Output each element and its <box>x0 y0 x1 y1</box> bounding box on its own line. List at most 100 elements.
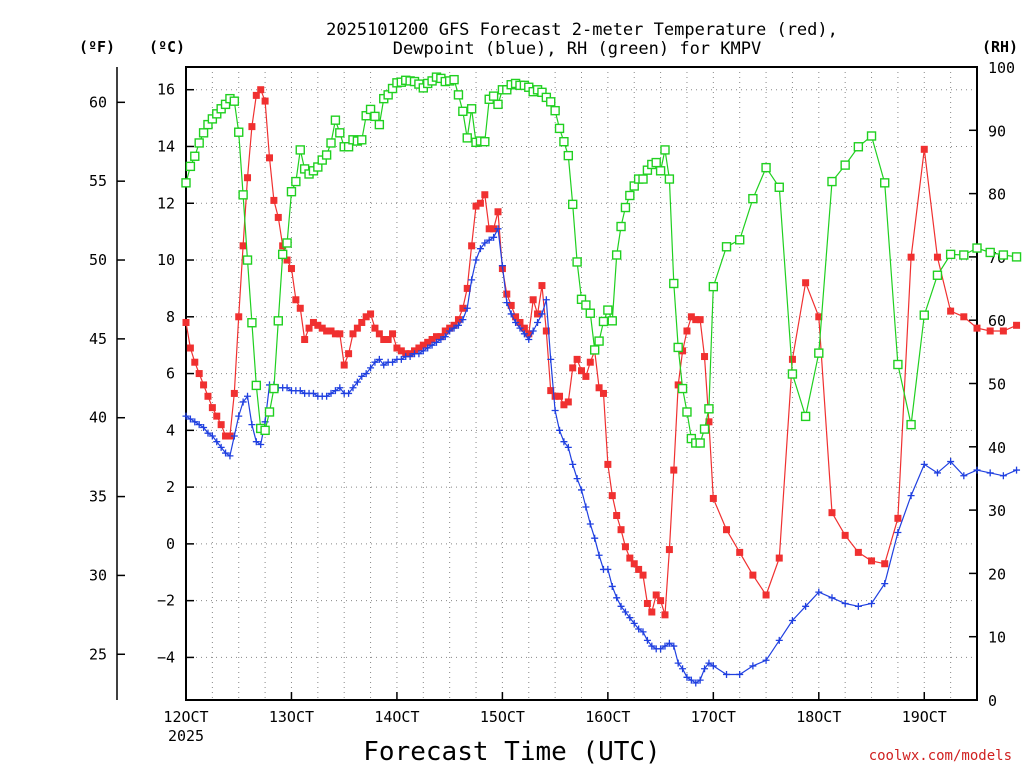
temperature-point <box>973 324 981 332</box>
temperature-point <box>441 327 449 335</box>
temperature-point <box>226 432 234 440</box>
dewpoint-point <box>450 324 458 332</box>
rh-point <box>568 199 578 210</box>
dewpoint-point <box>679 665 687 673</box>
x-tick-label: 14OCT <box>374 708 419 726</box>
rh-point <box>893 359 903 370</box>
temperature-point <box>534 310 542 318</box>
dewpoint-point <box>213 438 221 446</box>
rh-point <box>229 96 240 106</box>
temperature-point <box>701 353 709 361</box>
temperature-point <box>265 154 273 162</box>
temperature-point <box>305 324 313 332</box>
rh-point <box>273 316 283 326</box>
dewpoint-point <box>894 529 902 537</box>
rh-point <box>800 411 811 422</box>
rh-point <box>880 178 890 188</box>
fahrenheit-tick-label: 35 <box>89 488 107 506</box>
rh-point <box>374 119 385 130</box>
dewpoint-point <box>485 236 493 244</box>
rh-point <box>906 419 916 430</box>
rh-point <box>181 178 191 188</box>
dewpoint-point <box>490 233 498 241</box>
rh-point <box>563 150 574 161</box>
temperature-point <box>283 256 291 264</box>
dewpoint-point <box>648 642 656 650</box>
temperature-point <box>520 324 528 332</box>
fahrenheit-tick-label: 45 <box>89 330 107 348</box>
rh-point <box>827 176 837 187</box>
temperature-point <box>868 557 876 565</box>
dewpoint-point <box>841 599 849 607</box>
dewpoint-point <box>534 318 542 326</box>
dewpoint-point <box>389 358 397 366</box>
rh-point <box>814 348 824 358</box>
temperature-point <box>894 514 902 522</box>
rh-point <box>840 160 850 170</box>
dewpoint-point <box>573 475 581 483</box>
rh-point <box>585 308 595 318</box>
dewpoint-point <box>749 662 757 670</box>
rh-point <box>853 142 864 152</box>
temperature-point <box>854 548 862 556</box>
temperature-point <box>841 531 849 539</box>
rh-point <box>589 345 600 355</box>
rh-point <box>695 438 705 448</box>
rh-point <box>282 238 292 248</box>
temperature-point <box>248 123 256 131</box>
dewpoint-point <box>331 387 339 395</box>
rh-line <box>185 76 1017 444</box>
dewpoint-point <box>195 421 203 429</box>
dewpoint-point <box>920 460 928 468</box>
dewpoint-point <box>986 469 994 477</box>
rh-point <box>554 123 565 134</box>
rh-point <box>664 174 675 184</box>
dewpoint-point <box>239 398 247 406</box>
dewpoint-point <box>244 392 252 400</box>
dewpoint-point <box>578 486 585 494</box>
rh-point <box>735 235 745 245</box>
dewpoint-point <box>454 321 462 329</box>
rh-point <box>247 318 257 328</box>
dewpoint-point <box>556 426 564 434</box>
dewpoint-point <box>582 503 590 511</box>
rh-point <box>708 281 719 292</box>
temperature-point <box>494 208 502 216</box>
dewpoint-point <box>657 645 665 653</box>
dewpoint-point <box>468 276 476 284</box>
temperature-point <box>762 591 770 599</box>
temperature-point <box>389 330 397 338</box>
temperature-point <box>327 327 335 335</box>
celsius-tick-label: −4 <box>157 648 175 666</box>
temperature-point <box>907 253 915 261</box>
rh-point <box>488 91 499 101</box>
temperature-point <box>564 398 572 406</box>
temperature-point <box>604 460 612 468</box>
rh-point <box>234 127 244 137</box>
rh-point <box>1011 252 1022 262</box>
dewpoint-point <box>569 460 577 468</box>
rh-tick-label: 80 <box>988 186 1006 204</box>
temperature-point <box>454 316 462 324</box>
temperature-point <box>375 330 383 338</box>
dewpoint-point <box>881 580 889 588</box>
fahrenheit-tick-label: 30 <box>89 566 107 584</box>
temperature-point <box>186 344 194 352</box>
rh-point <box>598 316 609 327</box>
temperature-point <box>639 571 647 579</box>
temperature-point <box>490 225 498 233</box>
dewpoint-point <box>380 361 388 369</box>
temperature-point <box>191 358 199 366</box>
dewpoint-point <box>542 296 550 304</box>
temperature-point <box>309 318 317 326</box>
dewpoint-point <box>494 225 502 233</box>
rh-point <box>462 133 472 143</box>
dewpoint-point <box>424 344 432 352</box>
dewpoint-point <box>345 389 353 397</box>
dewpoint-point <box>428 341 436 349</box>
temperature-point <box>551 392 559 400</box>
dewpoint-point <box>481 239 489 247</box>
rh-tick-label: 60 <box>988 312 1006 330</box>
dewpoint-point <box>525 336 533 344</box>
temperature-point <box>208 404 216 412</box>
